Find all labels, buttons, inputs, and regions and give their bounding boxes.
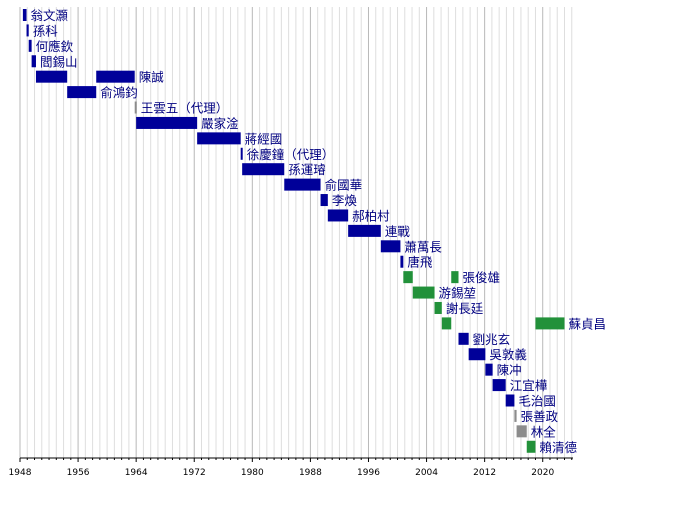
premier-label-20: 謝長廷 xyxy=(446,301,484,316)
premier-label-8: 嚴家淦 xyxy=(201,116,239,131)
premier-label-24: 陳冲 xyxy=(497,363,522,378)
term-bar-16-1 xyxy=(380,240,401,253)
term-bar-18-1 xyxy=(403,271,413,284)
premier-label-3: 何應欽 xyxy=(36,39,74,54)
premier-label-26: 毛治國 xyxy=(518,394,556,409)
term-bar-6-1 xyxy=(67,86,97,99)
premier-label-1: 翁文灝 xyxy=(31,8,69,23)
term-bar-26-1 xyxy=(505,394,515,407)
premier-label-22: 劉兆玄 xyxy=(473,332,511,347)
term-bar-29-1 xyxy=(526,440,536,453)
premier-label-25: 江宜樺 xyxy=(510,378,548,393)
term-bar-4-1 xyxy=(31,55,36,68)
term-bar-2-1 xyxy=(26,24,29,37)
x-tick-label-1964: 1964 xyxy=(125,468,148,478)
premier-label-23: 吳敦義 xyxy=(489,347,527,362)
premier-label-15: 連戰 xyxy=(385,224,411,239)
term-bar-11-1 xyxy=(242,163,285,176)
premier-label-10: 徐慶鐘（代理） xyxy=(247,147,335,162)
x-tick-label-1948: 1948 xyxy=(9,468,32,478)
premier-label-6: 俞鴻鈞 xyxy=(100,85,138,100)
premier-label-21: 蘇貞昌 xyxy=(569,316,607,331)
x-tick-label-1980: 1980 xyxy=(241,468,264,478)
term-bar-21-1 xyxy=(441,317,452,330)
premier-label-28: 林全 xyxy=(531,424,557,439)
premier-label-18: 張俊雄 xyxy=(463,270,501,285)
term-bar-14-1 xyxy=(327,209,349,222)
term-bar-24-1 xyxy=(485,363,493,376)
term-bar-25-1 xyxy=(492,379,506,392)
term-bar-8-1 xyxy=(136,116,198,129)
premier-label-4: 閻錫山 xyxy=(40,54,78,69)
x-tick-label-1988: 1988 xyxy=(299,468,322,478)
term-bar-5-2 xyxy=(96,70,135,83)
term-bars xyxy=(22,9,565,453)
term-bar-12-1 xyxy=(284,178,321,191)
term-bar-9-1 xyxy=(197,132,241,145)
term-bar-13-1 xyxy=(320,194,328,207)
term-bar-3-1 xyxy=(28,39,32,52)
term-bar-17-1 xyxy=(400,255,404,268)
premier-label-5: 陳誠 xyxy=(139,70,165,85)
term-bar-7-1 xyxy=(134,101,137,114)
premier-label-27: 張善政 xyxy=(521,409,559,424)
premier-label-2: 孫科 xyxy=(33,23,59,38)
premier-label-29: 賴清德 xyxy=(539,440,577,455)
premier-label-17: 唐飛 xyxy=(407,255,433,270)
premier-label-7: 王雲五（代理） xyxy=(141,101,229,116)
premier-labels: 翁文灝孫科何應欽閻錫山陳誠俞鴻鈞王雲五（代理）嚴家淦蔣經國徐慶鐘（代理）孫運璿俞… xyxy=(31,8,606,455)
term-bar-15-1 xyxy=(348,224,381,237)
term-bar-5-1 xyxy=(35,70,68,83)
term-bar-18-2 xyxy=(451,271,459,284)
x-tick-label-2020: 2020 xyxy=(531,468,554,478)
term-bar-23-1 xyxy=(468,348,486,361)
term-bar-1-1 xyxy=(22,9,27,21)
term-bar-21-2 xyxy=(535,317,565,330)
premier-label-13: 李煥 xyxy=(332,193,358,208)
term-bar-28-1 xyxy=(516,425,527,438)
term-bar-22-1 xyxy=(458,332,469,345)
premier-label-14: 郝柏村 xyxy=(352,208,390,223)
premier-label-16: 蕭萬長 xyxy=(404,239,442,254)
term-bar-20-1 xyxy=(434,301,442,314)
x-tick-label-2012: 2012 xyxy=(473,468,496,478)
premier-label-9: 蔣經國 xyxy=(245,131,283,146)
x-tick-label-1956: 1956 xyxy=(67,468,90,478)
x-axis: 1948 1956 1964 1972 1980 1988 1996 2004 2012 2020 xyxy=(9,457,573,478)
x-tick-label-1972: 1972 xyxy=(183,468,206,478)
premier-label-12: 俞國華 xyxy=(325,178,363,193)
term-bar-19-1 xyxy=(412,286,435,299)
x-tick-label-2004: 2004 xyxy=(415,468,438,478)
premier-label-19: 游錫堃 xyxy=(439,286,477,301)
term-bar-10-1 xyxy=(240,147,243,160)
x-tick-label-1996: 1996 xyxy=(357,468,380,478)
premier-label-11: 孫運璿 xyxy=(288,162,326,177)
term-bar-27-1 xyxy=(514,409,517,422)
